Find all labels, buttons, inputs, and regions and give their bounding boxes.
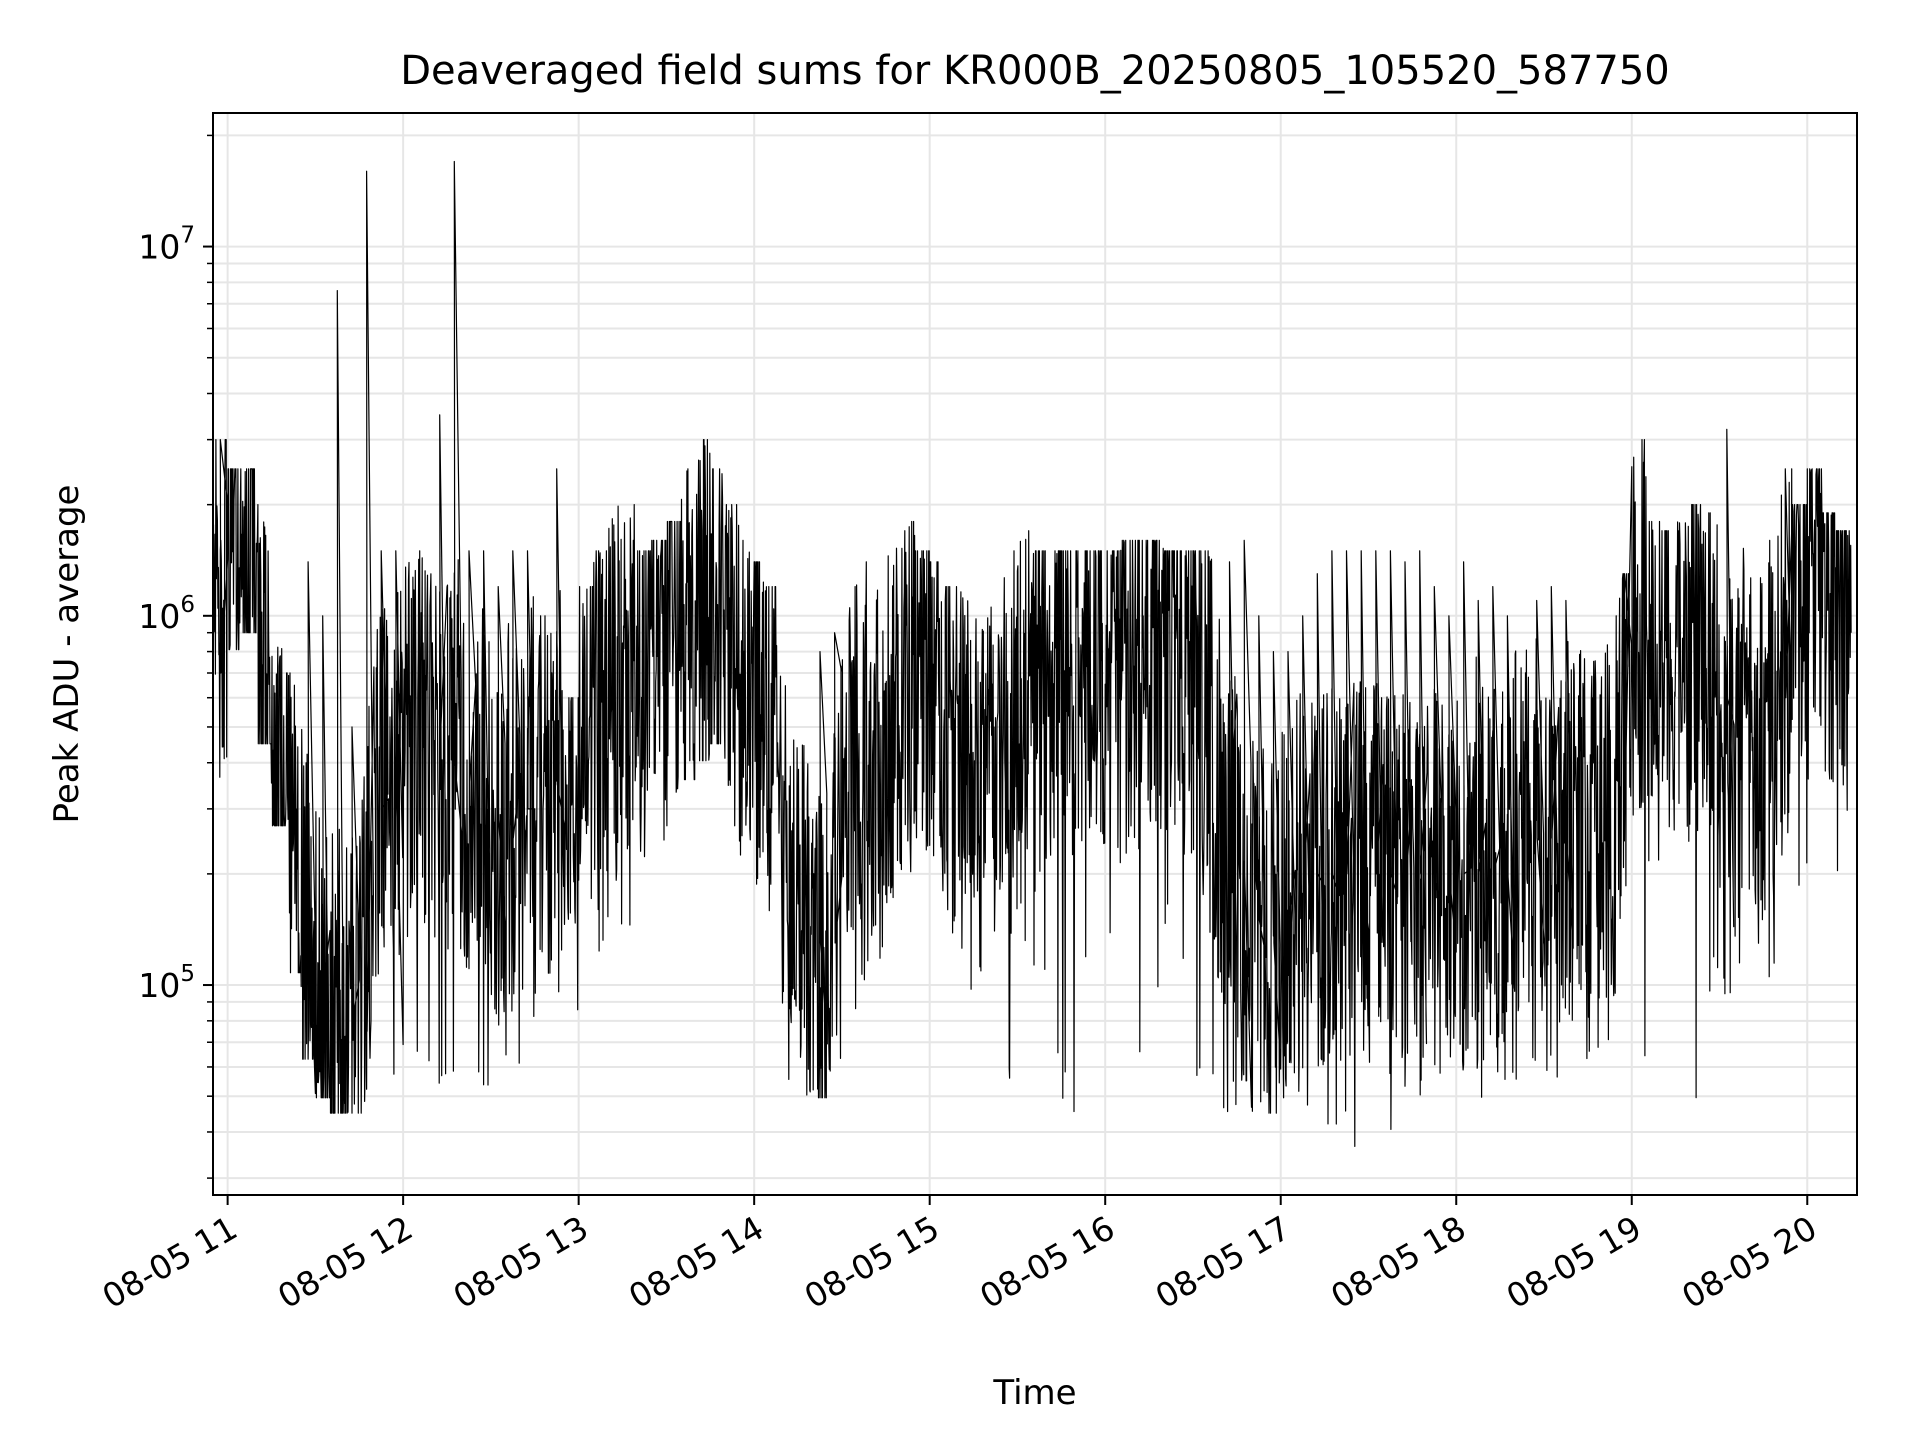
x-axis-label: Time <box>992 1373 1076 1413</box>
chart-title: Deaveraged field sums for KR000B_2025080… <box>400 48 1670 94</box>
y-axis-label: Peak ADU - average <box>47 485 87 824</box>
y-tick-label: 106 <box>138 592 195 636</box>
series-line <box>212 160 1852 1147</box>
y-tick-label: 107 <box>138 223 195 267</box>
y-tick-label: 105 <box>138 961 195 1005</box>
plot-frame <box>212 112 1858 1196</box>
series-layer <box>212 160 1852 1147</box>
